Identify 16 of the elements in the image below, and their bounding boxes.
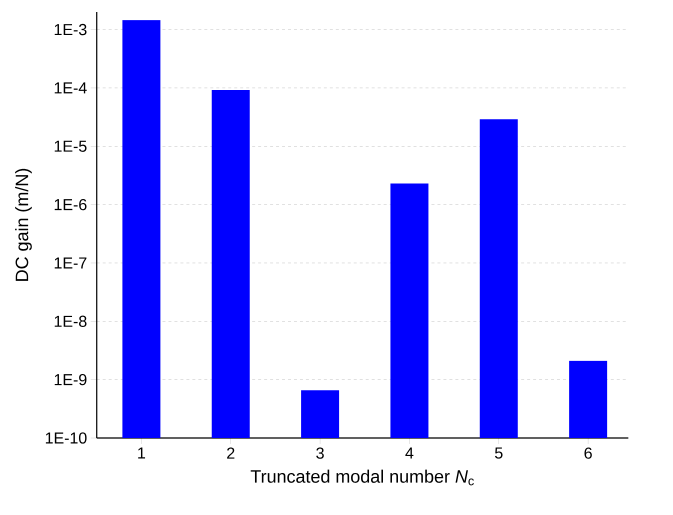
y-tick-label: 1E-8 [54, 316, 87, 327]
y-tick-label: 1E-9 [54, 374, 86, 386]
y-tick-label: 1E-6 [54, 198, 86, 210]
x-tick-label: 1 [138, 448, 146, 458]
y-tick-label: 1E-3 [54, 24, 86, 36]
x-tick-label: 3 [316, 448, 324, 459]
y-tick-label: 1E-4 [54, 82, 87, 94]
y-tick-label: 1E-5 [54, 140, 87, 152]
y-axis-title: DC gain (m/N) [15, 168, 32, 281]
x-tick-label: 2 [227, 448, 234, 459]
y-tick-label: 1E-10 [46, 432, 87, 444]
x-tick-label: 5 [494, 448, 503, 459]
x-tick-label: 6 [584, 448, 592, 459]
y-tick-label: 1E-7 [54, 257, 86, 268]
x-tick-label: 4 [405, 448, 414, 458]
x-axis-title: Truncated modal number N$_{c}$ [250, 470, 474, 486]
